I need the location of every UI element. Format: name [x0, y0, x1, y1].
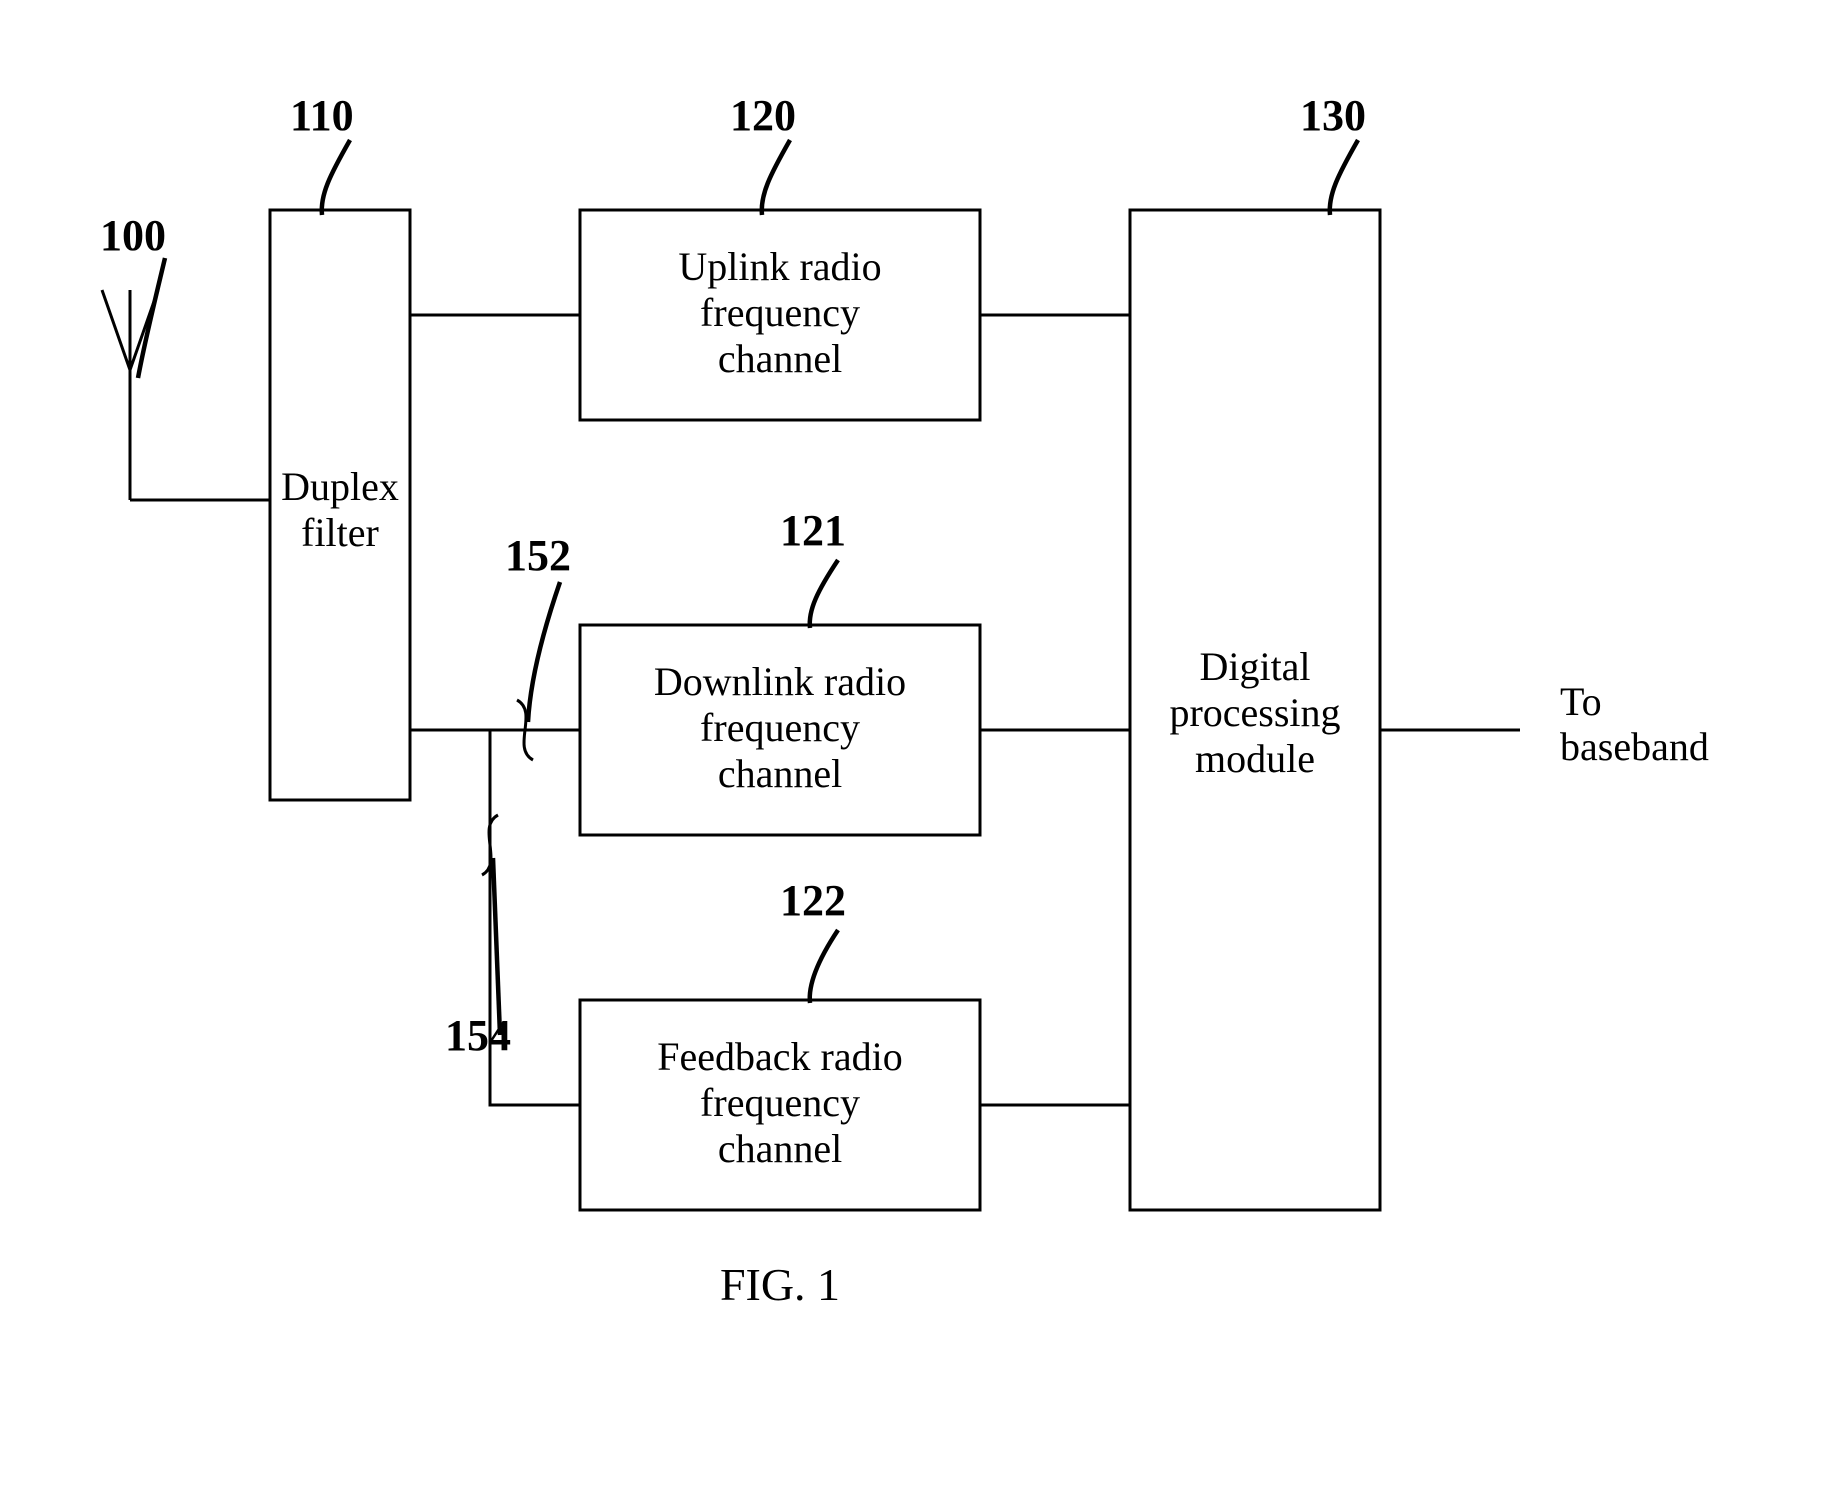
lead-feedback — [810, 930, 838, 1003]
lead-coupler_u — [528, 582, 560, 722]
uplink-label-line1: frequency — [700, 290, 860, 335]
lead-antenna — [138, 258, 165, 378]
lead-uplink — [762, 140, 790, 215]
coupler-mark-lower — [482, 815, 498, 875]
ref-duplex: 110 — [290, 91, 354, 140]
downlink-label-line2: channel — [718, 751, 842, 796]
antenna-arm-left — [102, 290, 130, 370]
digital-label-line1: processing — [1169, 690, 1340, 735]
lead-coupler_l — [493, 858, 500, 1035]
downlink-label-line1: frequency — [700, 705, 860, 750]
ref-downlink: 121 — [780, 506, 846, 555]
lead-digital — [1330, 140, 1358, 215]
figure-caption: FIG. 1 — [720, 1259, 840, 1310]
lead-duplex — [322, 140, 350, 215]
duplex-label-line1: filter — [301, 510, 379, 555]
baseband-label-line1: baseband — [1560, 724, 1709, 769]
ref-feedback: 122 — [780, 876, 846, 925]
ref-antenna: 100 — [100, 211, 166, 260]
ref-digital: 130 — [1300, 91, 1366, 140]
baseband-label-line0: To — [1560, 679, 1602, 724]
digital-label-line0: Digital — [1199, 644, 1310, 689]
downlink-label-line0: Downlink radio — [654, 659, 906, 704]
duplex-label-line0: Duplex — [281, 464, 399, 509]
feedback-label-line2: channel — [718, 1126, 842, 1171]
ref-uplink: 120 — [730, 91, 796, 140]
uplink-label-line2: channel — [718, 336, 842, 381]
ref-coupler_l: 154 — [445, 1011, 511, 1060]
uplink-label-line0: Uplink radio — [678, 244, 881, 289]
digital-label-line2: module — [1195, 736, 1315, 781]
ref-coupler_u: 152 — [505, 531, 571, 580]
feedback-label-line0: Feedback radio — [657, 1034, 902, 1079]
lead-downlink — [810, 560, 838, 628]
feedback-label-line1: frequency — [700, 1080, 860, 1125]
